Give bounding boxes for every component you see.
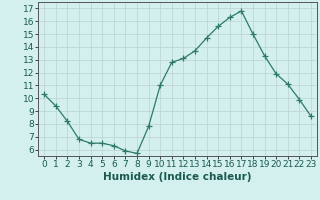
X-axis label: Humidex (Indice chaleur): Humidex (Indice chaleur) — [103, 172, 252, 182]
